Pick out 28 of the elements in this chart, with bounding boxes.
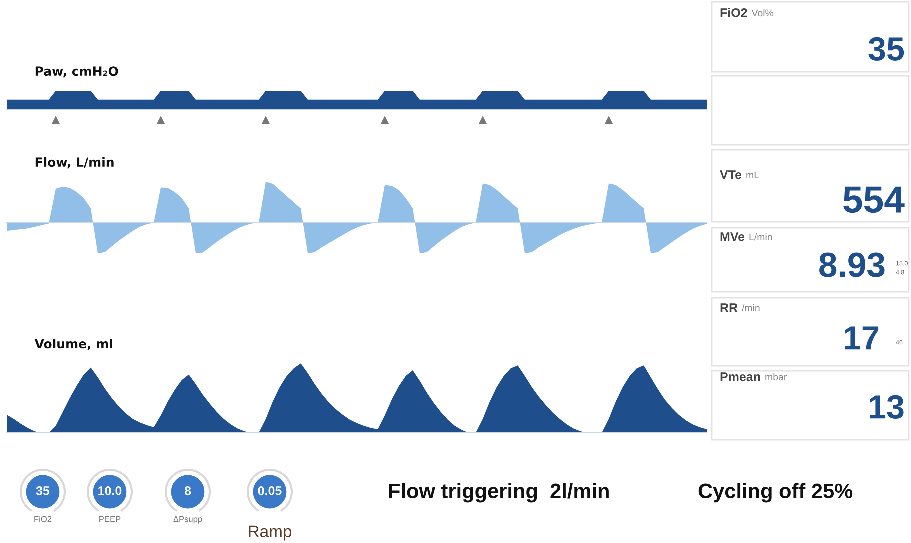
text: MVe <box>720 232 745 242</box>
text: Flow triggering 2l/min <box>389 483 609 503</box>
text: 8.93 <box>820 252 885 278</box>
text: L/min <box>750 233 772 241</box>
text: 13 <box>870 395 904 419</box>
text: /min <box>742 304 760 312</box>
chart-title: Paw, cmH₂O <box>36 66 118 78</box>
text: 554 <box>844 186 905 214</box>
text: Ramp <box>249 526 292 541</box>
text: Vol% <box>752 9 774 17</box>
text: PEEP <box>100 516 121 522</box>
chart-title: Volume, ml <box>34 339 112 350</box>
text: 8 <box>184 486 192 496</box>
text: mL <box>746 172 760 179</box>
text: Pmean <box>720 372 760 382</box>
text: mbar <box>766 373 787 381</box>
text: VTe <box>720 170 742 180</box>
text: FiO2 <box>34 516 52 522</box>
text: 35 <box>36 486 50 496</box>
chart-title: Flow, L/min <box>36 157 114 169</box>
text: Cycling off 25% <box>698 483 853 503</box>
text: RR <box>720 304 738 312</box>
text: ΔPsupp <box>174 516 202 524</box>
text: 35 <box>868 37 904 61</box>
text: 0.05 <box>258 486 282 496</box>
text: 17 <box>845 326 879 350</box>
text: 10.0 <box>98 486 122 496</box>
text: FiO2 <box>720 8 748 18</box>
